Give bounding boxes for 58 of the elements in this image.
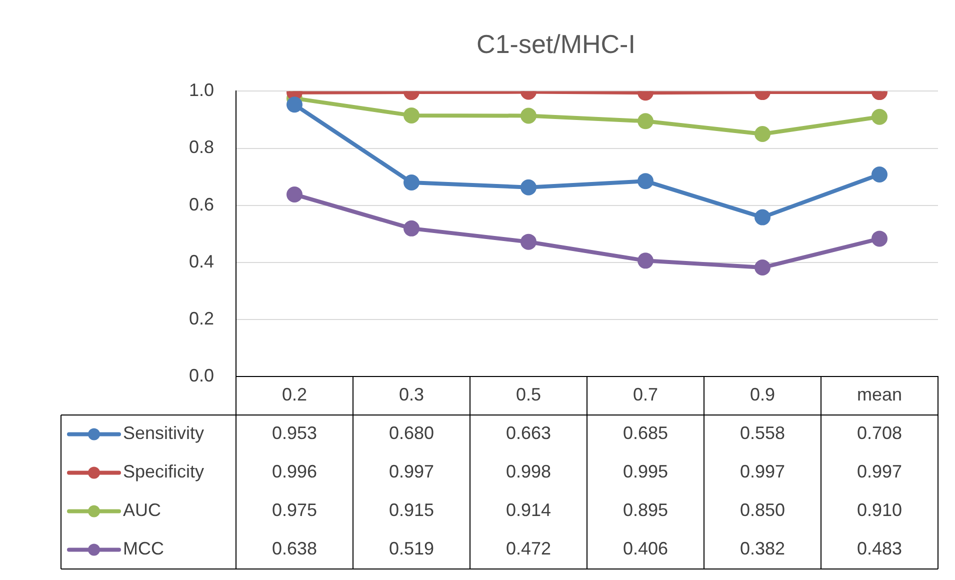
x-tick-label: mean: [856, 384, 902, 405]
data-label: 0.638: [272, 538, 318, 559]
data-label: 0.472: [506, 538, 552, 559]
data-label: 0.895: [622, 500, 668, 520]
x-tick-label: 0.5: [516, 384, 542, 405]
data-label: 0.953: [272, 423, 318, 444]
x-tick-label: 0.3: [398, 384, 424, 405]
data-label: 0.406: [622, 538, 668, 559]
point: [404, 174, 420, 190]
data-label: 0.680: [388, 423, 434, 444]
legend-label: AUC: [123, 500, 162, 520]
point: [404, 220, 420, 236]
data-label: 0.708: [856, 423, 902, 444]
data-label: 0.914: [506, 500, 552, 520]
point: [638, 252, 654, 269]
y-tick-label: 1.0: [188, 80, 214, 100]
data-label: 0.997: [856, 462, 902, 482]
y-tick-label: 0.6: [188, 194, 214, 214]
point: [872, 108, 888, 125]
y-tick-label: 0.8: [188, 137, 214, 158]
data-label: 0.382: [740, 538, 786, 559]
x-tick-label: 0.9: [750, 384, 776, 405]
point: [520, 108, 536, 124]
point: [754, 126, 770, 142]
data-label: 0.996: [272, 462, 318, 482]
data-label: 0.519: [388, 538, 434, 559]
data-label: 0.975: [272, 500, 318, 520]
legend-label: MCC: [123, 538, 164, 559]
point: [754, 260, 770, 276]
data-label: 0.995: [622, 462, 668, 482]
data-label: 0.685: [622, 423, 668, 444]
point: [872, 166, 888, 183]
point: [286, 96, 302, 113]
data-label: 0.558: [740, 423, 786, 444]
x-tick-label: 0.2: [282, 384, 308, 405]
point: [404, 107, 420, 124]
point: [520, 234, 536, 250]
data-label: 0.997: [740, 462, 786, 482]
y-tick-label: 0.4: [188, 251, 214, 272]
point: [638, 113, 654, 130]
point: [520, 179, 536, 196]
legend-label: Specificity: [123, 462, 204, 482]
y-tick-label: 0.0: [188, 365, 214, 386]
point: [638, 173, 654, 190]
data-label: 0.998: [506, 462, 552, 482]
x-tick-label: 0.7: [632, 384, 658, 405]
legend-label: Sensitivity: [123, 423, 204, 444]
data-label: 0.910: [856, 500, 902, 520]
data-label: 0.997: [388, 462, 434, 482]
data-label: 0.663: [506, 423, 552, 444]
point: [754, 209, 770, 226]
point: [286, 186, 302, 202]
data-label: 0.483: [856, 538, 902, 559]
chart-title: C1-set/MHC-I: [476, 28, 636, 59]
data-label: 0.850: [740, 500, 786, 520]
point: [872, 230, 888, 247]
y-tick-label: 0.2: [188, 308, 214, 328]
data-label: 0.915: [388, 500, 434, 520]
